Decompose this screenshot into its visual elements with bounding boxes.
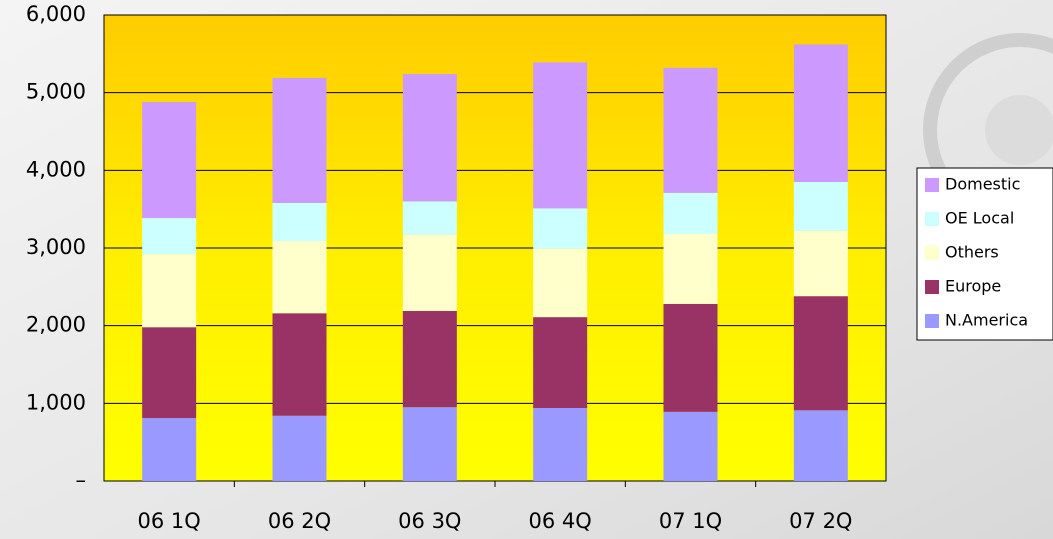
y-tick-label: 2,000: [26, 313, 86, 337]
legend-swatch: [925, 280, 939, 294]
y-tick-label: 1,000: [26, 390, 86, 414]
bar-segment: [272, 415, 327, 481]
x-tick-label: 06 2Q: [268, 509, 331, 533]
y-tick-label: 5,000: [26, 80, 86, 104]
y-tick-label: 4,000: [26, 157, 86, 181]
legend-swatch: [925, 246, 939, 260]
legend-swatch: [925, 212, 939, 226]
x-tick-label: 06 1Q: [138, 509, 201, 533]
legend-swatch: [925, 178, 939, 192]
bar-segment: [272, 313, 327, 416]
bar-segment: [142, 254, 197, 328]
bar-segment: [402, 74, 457, 202]
bar-segment: [533, 317, 588, 408]
bar-segment: [533, 208, 588, 249]
bar-segment: [272, 241, 327, 314]
legend-swatch: [925, 314, 939, 328]
legend-label: Domestic: [945, 175, 1020, 194]
bar-segment: [272, 202, 327, 242]
y-tick-label: 6,000: [26, 2, 86, 26]
bar-segment: [142, 101, 197, 219]
bar-segment: [402, 234, 457, 311]
bar-segment: [402, 310, 457, 408]
bar-segment: [402, 407, 457, 481]
legend-label: Others: [945, 243, 999, 262]
bar-segment: [793, 410, 848, 481]
bar-segment: [793, 44, 848, 182]
bar-segment: [533, 248, 588, 318]
x-tick-label: 06 3Q: [398, 509, 461, 533]
bar-segment: [663, 234, 718, 304]
y-tick-label: 3,000: [26, 235, 86, 259]
bar-segment: [663, 303, 718, 412]
bar-segment: [663, 192, 718, 235]
bar-segment: [142, 418, 197, 481]
legend-label: N.America: [945, 311, 1028, 330]
bar-segment: [272, 77, 327, 203]
x-tick-label: 07 1Q: [659, 509, 722, 533]
legend-label: OE Local: [945, 209, 1014, 228]
bar-segment: [142, 218, 197, 255]
bar-segment: [793, 181, 848, 231]
bar-segment: [793, 296, 848, 411]
bar-segment: [663, 67, 718, 193]
bar-segment: [793, 230, 848, 297]
bar-segment: [402, 201, 457, 235]
bar-segment: [533, 62, 588, 209]
legend-label: Europe: [945, 277, 1001, 296]
y-tick-label: –: [76, 468, 87, 492]
bar-segment: [533, 407, 588, 481]
bar-segment: [142, 327, 197, 419]
legend: [916, 167, 1053, 341]
x-tick-label: 06 4Q: [529, 509, 592, 533]
x-tick-label: 07 2Q: [789, 509, 852, 533]
bar-segment: [663, 411, 718, 481]
wheel-hub: [985, 95, 1053, 165]
